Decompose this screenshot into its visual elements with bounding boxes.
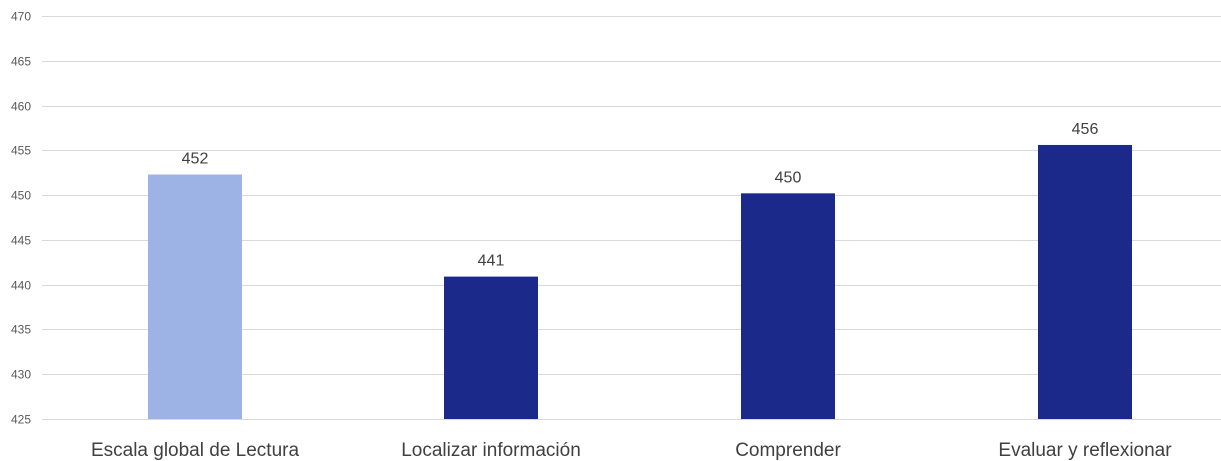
x-tick-label-3: Comprender [735,440,841,461]
bar-3 [741,193,835,419]
data-label-2: 441 [478,253,505,270]
data-labels: 452 441 450 456 [182,121,1099,270]
data-label-1: 452 [182,151,209,168]
y-tick-label: 445 [11,234,31,248]
y-tick-label: 460 [11,100,31,114]
y-tick-label: 435 [11,323,31,337]
y-tick-label: 440 [11,279,31,293]
bar-2 [444,276,538,419]
x-tick-label-2: Localizar información [401,440,581,461]
y-axis-ticks: 425 430 435 440 445 450 455 460 465 470 [11,10,31,427]
x-axis-ticks: Escala global de Lectura Localizar inform… [91,440,1172,461]
y-tick-label: 430 [11,368,31,382]
bar-1 [148,174,242,419]
data-label-3: 450 [775,169,802,186]
x-tick-label-4: Evaluar y reflexionar [998,440,1172,461]
x-tick-label-1: Escala global de Lectura [91,440,300,461]
y-tick-label: 455 [11,144,31,158]
y-tick-label: 425 [11,413,31,427]
data-label-4: 456 [1072,121,1099,138]
y-tick-label: 470 [11,10,31,24]
y-tick-label: 465 [11,55,31,69]
bars [148,144,1132,419]
y-tick-label: 450 [11,189,31,203]
bar-4 [1038,144,1132,419]
